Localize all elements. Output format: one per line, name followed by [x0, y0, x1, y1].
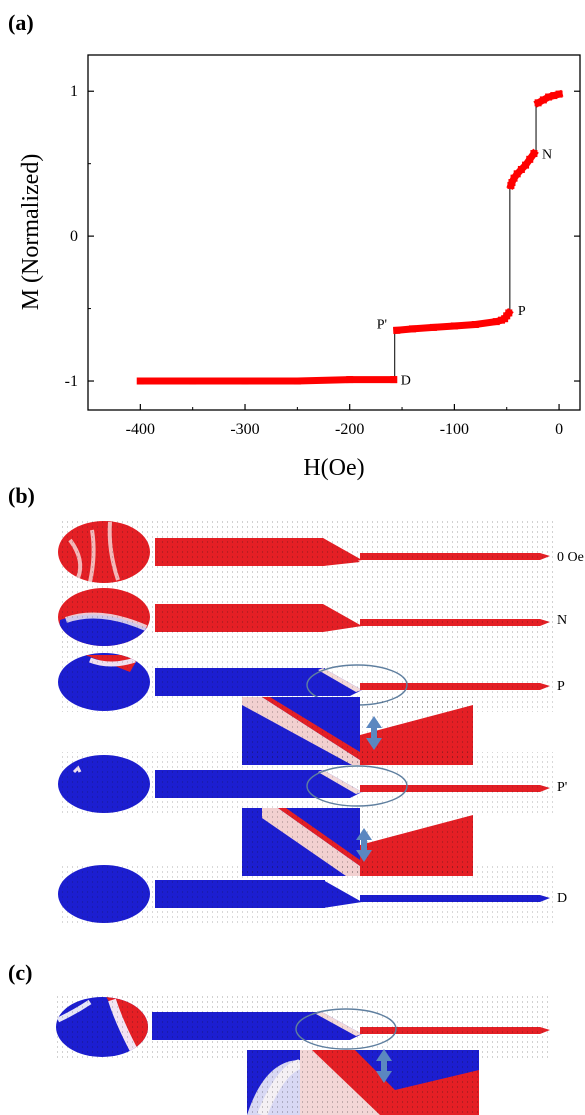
y-tick-label: 0	[70, 228, 78, 245]
data-point	[189, 377, 197, 385]
data-point	[497, 316, 505, 324]
data-points	[136, 89, 564, 385]
y-tick-label: 1	[70, 83, 78, 100]
data-point	[530, 150, 538, 158]
state-label: P	[557, 679, 565, 694]
data-point	[555, 90, 563, 98]
highlight-ellipse	[295, 1008, 397, 1050]
data-point	[393, 326, 401, 334]
data-point	[136, 377, 144, 385]
data-point	[450, 322, 458, 330]
state-d: D	[58, 864, 567, 926]
data-point	[409, 325, 417, 333]
double-arrow-icon	[366, 716, 382, 750]
data-point	[346, 376, 354, 384]
data-point	[510, 174, 518, 182]
annotation-label: P	[518, 304, 526, 319]
state-n: N	[58, 586, 567, 648]
data-point	[241, 377, 249, 385]
data-point	[293, 377, 301, 385]
zoom-c	[247, 1049, 479, 1115]
y-axis-label: M (Normalized)	[18, 154, 44, 311]
data-point	[539, 96, 547, 104]
annotation-label: D	[401, 374, 411, 389]
double-arrow-icon	[376, 1049, 392, 1083]
data-point	[522, 161, 530, 169]
state-label: D	[557, 891, 567, 906]
x-tick-label: -300	[230, 421, 259, 438]
magnetization-chart: -400 -300 -200 -100 0 -1 0 1 N P P' D H(Oe) M (Nor…	[18, 54, 581, 481]
state-c	[56, 996, 552, 1058]
x-tick-label: 0	[555, 421, 563, 438]
data-point	[550, 92, 558, 100]
state-p-prime: P'	[58, 752, 567, 814]
data-point	[534, 99, 542, 107]
axis-ticks: -400 -300 -200 -100 0 -1 0 1	[65, 83, 580, 438]
data-point	[517, 165, 525, 173]
data-point	[429, 323, 437, 331]
annotations: N P P' D	[377, 148, 552, 389]
state-label: P'	[557, 780, 567, 795]
data-series-segment	[136, 376, 398, 385]
highlight-ellipse	[306, 765, 408, 807]
data-point	[526, 155, 534, 163]
data-point	[492, 318, 500, 326]
double-arrow-icon	[356, 828, 372, 862]
data-point	[507, 181, 515, 189]
panel-label-a: (a)	[8, 10, 34, 35]
x-tick-label: -200	[335, 421, 364, 438]
data-point	[390, 376, 398, 384]
panel-label-c: (c)	[8, 960, 32, 985]
state-label: N	[557, 613, 567, 628]
data-point	[471, 321, 479, 329]
x-tick-label: -100	[440, 421, 469, 438]
panel-label-b: (b)	[8, 483, 35, 508]
jump-lines	[394, 102, 537, 380]
state-0-oe: 0 Oe	[58, 520, 584, 585]
data-point	[513, 170, 521, 178]
plot-frame	[87, 54, 581, 411]
x-tick-label: -400	[126, 421, 155, 438]
x-axis-label: H(Oe)	[303, 455, 364, 481]
state-label: 0 Oe	[557, 550, 584, 565]
y-tick-label: -1	[65, 373, 78, 390]
annotation-label: P'	[377, 317, 387, 332]
annotation-label: N	[542, 148, 552, 163]
data-point	[545, 93, 553, 101]
